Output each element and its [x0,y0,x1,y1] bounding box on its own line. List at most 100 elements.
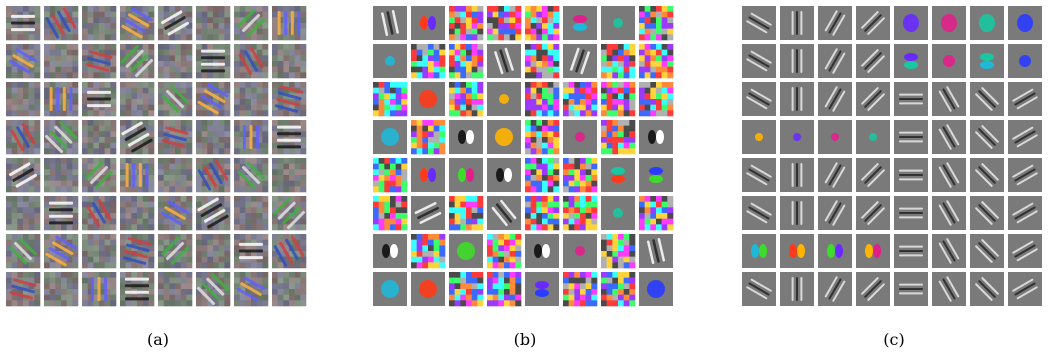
filter-tile [894,82,928,116]
filter-tile [639,234,673,268]
filter-tile [373,158,408,193]
filter-tile [373,196,408,231]
filter-tile [272,120,307,155]
caption-c: (c) [883,330,905,349]
filter-tile [932,272,966,306]
filter-tile [780,44,814,78]
filter-tile [120,82,155,117]
filter-tile [780,272,814,306]
filter-tile [487,44,521,78]
filter-tile [601,272,636,307]
filter-tile [449,158,483,192]
filter-tile [487,272,522,307]
filter-tile [82,196,117,231]
filter-tile [818,234,852,268]
filter-tile [82,120,117,155]
filter-tile [487,120,521,154]
filter-tile [856,6,890,40]
filter-tile [932,6,966,40]
filter-tile [818,44,852,78]
filter-tile [525,44,560,79]
filter-tile [563,82,598,117]
filter-tile [856,120,890,154]
filter-tile [487,196,521,230]
filter-tile [120,234,155,269]
filter-tile [856,158,890,192]
filter-tile [563,196,598,231]
filter-tile [601,120,636,155]
filter-tile [742,120,776,154]
filter-tile [601,234,636,269]
filter-tile [970,44,1004,78]
filter-tile [120,158,155,193]
filter-tile [856,196,890,230]
filter-tile [6,120,41,155]
filter-tile [234,82,269,117]
filter-tile [818,272,852,306]
filter-tile [487,6,522,41]
filter-tile [234,6,269,41]
filter-tile [196,6,231,41]
filter-tile [780,234,814,268]
filter-tile [82,82,117,117]
filter-tile [44,272,79,307]
filter-tile [411,120,446,155]
filter-tile [373,120,407,154]
filter-tile [856,44,890,78]
filter-tile [411,234,446,269]
filter-tile [932,196,966,230]
filter-tile [44,82,79,117]
filter-tile [44,196,79,231]
filter-tile [449,120,483,154]
filter-tile [563,44,597,78]
filter-tile [970,158,1004,192]
filter-tile [894,272,928,306]
filter-tile [196,234,231,269]
filter-tile [158,272,193,307]
filter-tile [272,6,307,41]
filter-tile [932,44,966,78]
filter-tile [120,44,155,79]
filter-tile [970,6,1004,40]
filter-tile [742,272,776,306]
filter-tile [856,82,890,116]
filter-tile [894,44,928,78]
filter-tile [411,196,445,230]
filter-tile [373,44,407,78]
filter-tile [1008,44,1042,78]
filter-tile [272,272,307,307]
filter-tile [234,158,269,193]
filter-tile [525,272,559,306]
filter-tile [818,6,852,40]
filter-tile [82,272,117,307]
filter-tile [932,82,966,116]
filter-tile [158,82,193,117]
filter-tile [639,272,673,306]
filter-tile [970,120,1004,154]
filter-tile [742,196,776,230]
filter-tile [120,196,155,231]
filter-tile [932,234,966,268]
filter-tile [272,234,307,269]
filter-tile [970,82,1004,116]
filter-tile [525,196,560,231]
filter-tile [158,234,193,269]
filter-tile [158,158,193,193]
filter-grid-b [373,6,677,310]
filter-tile [601,158,635,192]
filter-tile [1008,272,1042,306]
filter-tile [1008,120,1042,154]
filter-tile [487,234,522,269]
filter-grid-c [742,6,1046,310]
filter-tile [196,158,231,193]
filter-tile [373,6,407,40]
filter-tile [856,234,890,268]
filter-tile [742,82,776,116]
filter-tile [970,272,1004,306]
filter-tile [6,196,41,231]
filter-tile [563,234,597,268]
filter-tile [120,272,155,307]
filter-tile [158,44,193,79]
filter-tile [970,234,1004,268]
filter-tile [158,6,193,41]
